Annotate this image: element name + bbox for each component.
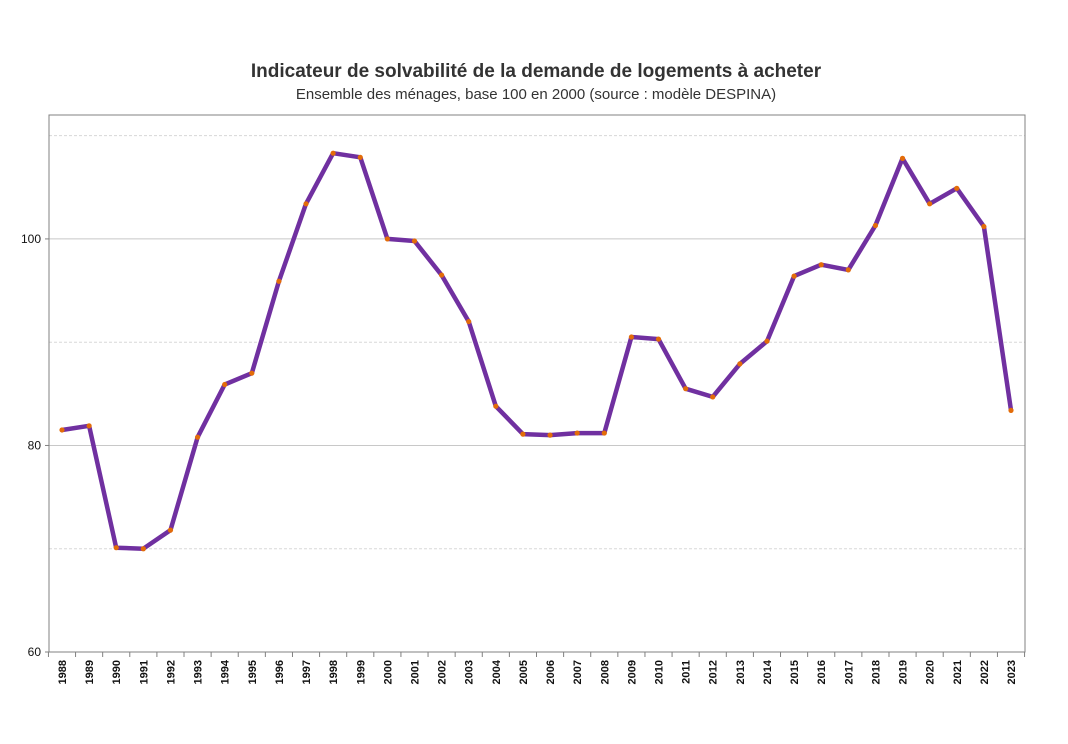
x-tick-label: 2005 (518, 660, 530, 684)
x-tick-label: 1988 (57, 660, 69, 684)
data-point (330, 150, 336, 156)
x-tick-label: 2023 (1006, 660, 1018, 684)
data-point (927, 201, 933, 207)
data-point (167, 527, 174, 533)
x-tick-label: 1996 (274, 660, 286, 684)
x-tick-label: 1992 (165, 660, 177, 684)
x-tick-label: 1997 (301, 660, 313, 684)
data-point (439, 272, 445, 278)
data-point (357, 154, 363, 160)
data-point (899, 155, 906, 161)
data-point (737, 361, 743, 367)
x-tick-label: 2001 (409, 660, 421, 684)
data-point (194, 434, 201, 440)
data-point (113, 545, 119, 551)
y-tick-label: 100 (21, 232, 41, 246)
chart-title: Indicateur de solvabilité de la demande … (251, 61, 822, 82)
x-tick-label: 2014 (762, 659, 774, 684)
data-point (86, 423, 92, 429)
data-point (574, 430, 580, 436)
data-point (547, 432, 553, 438)
data-point (655, 336, 662, 342)
data-point (1008, 407, 1014, 413)
data-point (59, 427, 65, 433)
data-point (222, 381, 228, 388)
data-point (249, 370, 255, 376)
data-point (493, 403, 499, 409)
data-point (872, 222, 879, 229)
chart-subtitle: Ensemble des ménages, base 100 en 2000 (… (296, 86, 776, 103)
x-tick-label: 2017 (843, 660, 855, 684)
data-point (818, 262, 824, 268)
data-point (466, 318, 472, 325)
x-tick-label: 1991 (138, 660, 150, 684)
x-axis: 1988 1989 1990 1991 1992 1993 1994 1995 1996 1997… (47, 652, 1026, 684)
x-tick-label: 2008 (599, 660, 611, 684)
data-point (601, 430, 607, 436)
data-point (791, 273, 797, 279)
x-tick-label: 1995 (247, 660, 259, 684)
plot-frame (48, 114, 1026, 653)
data-point (411, 238, 418, 244)
data-point (520, 431, 526, 437)
data-point (683, 386, 689, 392)
x-tick-label: 2002 (437, 660, 449, 684)
x-tick-label: 2000 (382, 660, 394, 684)
x-tick-label: 2006 (545, 660, 557, 684)
series-group (59, 150, 1014, 552)
series-line (59, 150, 1014, 551)
data-point (276, 278, 282, 284)
x-tick-label: 2003 (464, 660, 476, 684)
x-tick-label: 2010 (654, 660, 666, 684)
x-tick-label: 2013 (735, 660, 747, 684)
data-point (710, 394, 716, 400)
data-point (954, 185, 960, 191)
x-tick-label: 1999 (355, 660, 367, 684)
x-tick-label: 2004 (491, 659, 503, 684)
data-point (303, 201, 309, 207)
x-tick-label: 2016 (816, 660, 828, 684)
x-tick-label: 2021 (952, 660, 964, 684)
x-tick-label: 2018 (870, 660, 882, 684)
x-tick-label: 2009 (626, 660, 638, 684)
data-point (845, 267, 851, 273)
data-point (140, 546, 146, 552)
gridlines (49, 135, 1025, 550)
x-tick-label: 1989 (84, 660, 96, 684)
x-tick-label: 1990 (111, 660, 123, 684)
data-point (981, 223, 987, 230)
x-tick-label: 2015 (789, 660, 801, 684)
x-tick-label: 1993 (193, 660, 205, 684)
x-tick-label: 1998 (328, 660, 340, 684)
x-tick-label: 2022 (979, 660, 991, 684)
y-tick-label: 60 (28, 645, 42, 659)
y-axis: 60 80 100 (21, 232, 49, 659)
x-tick-label: 2020 (925, 660, 937, 684)
data-point (628, 334, 635, 340)
x-tick-label: 2012 (708, 660, 720, 684)
x-tick-label: 2011 (681, 660, 693, 684)
y-tick-label: 80 (28, 438, 42, 452)
data-point (384, 236, 390, 242)
x-tick-label: 2007 (572, 660, 584, 684)
x-tick-label: 1994 (220, 659, 232, 684)
data-point (764, 338, 770, 344)
x-tick-label: 2019 (898, 660, 910, 684)
